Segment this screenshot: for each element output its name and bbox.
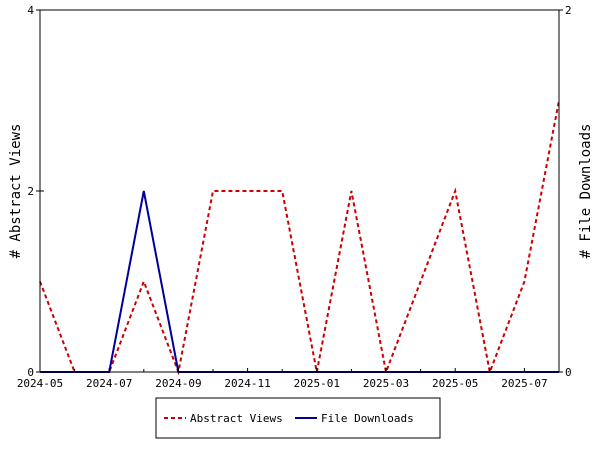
legend-label-abstract-views: Abstract Views xyxy=(190,412,283,425)
x-tick-label: 2025-07 xyxy=(501,377,547,390)
x-tick-label: 2024-05 xyxy=(17,377,63,390)
legend-label-file-downloads: File Downloads xyxy=(321,412,414,425)
y-right-tick-label: 2 xyxy=(565,4,572,17)
plot-area-frame xyxy=(39,9,560,373)
x-tick-label: 2025-01 xyxy=(294,377,340,390)
y-left-tick-label: 0 xyxy=(27,366,34,379)
y-left-axis-title: # Abstract Views xyxy=(8,124,24,259)
x-tick-label: 2024-07 xyxy=(86,377,132,390)
x-tick-label: 2025-05 xyxy=(432,377,478,390)
x-tick-label: 2024-11 xyxy=(224,377,270,390)
x-tick-label: 2024-09 xyxy=(155,377,201,390)
y-right-axis-title: # File Downloads xyxy=(578,124,594,259)
series-line-abstract-views xyxy=(39,100,560,376)
y-left-tick-label: 4 xyxy=(27,4,34,17)
y-right-tick-label: 0 xyxy=(565,366,572,379)
y-left-tick-label: 2 xyxy=(27,185,34,198)
x-tick-label: 2025-03 xyxy=(363,377,409,390)
plot-area-border xyxy=(39,9,560,373)
series-line-file-downloads xyxy=(40,190,559,373)
